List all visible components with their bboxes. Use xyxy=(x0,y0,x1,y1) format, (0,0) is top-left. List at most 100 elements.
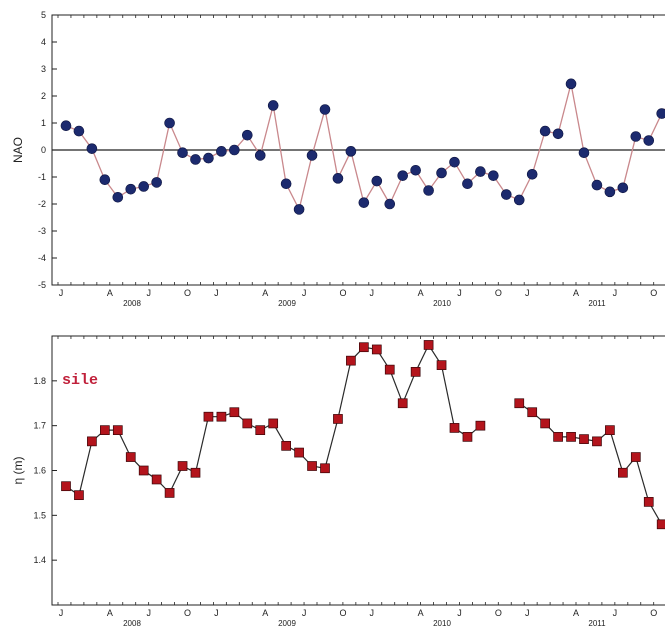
x-month-label: O xyxy=(650,288,657,298)
data-point xyxy=(540,418,551,429)
data-point xyxy=(553,432,563,442)
x-month-label: J xyxy=(146,608,151,618)
data-point xyxy=(617,467,628,478)
y-tick-label: 1.6 xyxy=(33,466,46,476)
x-month-label: O xyxy=(650,608,657,618)
data-point xyxy=(87,436,97,447)
y-tick-label: 0 xyxy=(41,145,46,155)
data-point xyxy=(177,461,188,471)
data-point xyxy=(267,100,279,111)
data-point xyxy=(604,186,616,198)
data-point xyxy=(73,125,85,137)
data-point xyxy=(125,183,137,195)
data-point xyxy=(190,467,201,478)
data-point xyxy=(345,146,357,157)
x-month-label: A xyxy=(107,608,113,618)
data-point xyxy=(190,154,201,165)
y-tick-label: 3 xyxy=(41,64,46,74)
x-month-label: A xyxy=(262,608,268,618)
y-tick-label: 1.5 xyxy=(33,510,46,520)
data-point xyxy=(332,173,344,184)
x-month-label: A xyxy=(573,288,579,298)
y-tick-label: -4 xyxy=(38,253,46,263)
data-point xyxy=(462,178,473,190)
data-point xyxy=(60,120,72,131)
data-point xyxy=(280,178,292,190)
data-point xyxy=(359,342,369,353)
data-point xyxy=(86,143,98,154)
data-point xyxy=(384,364,395,375)
x-month-label: J xyxy=(370,608,375,618)
data-point xyxy=(371,344,382,355)
data-point xyxy=(358,197,370,208)
data-point xyxy=(513,194,525,206)
sea-level-chart: 1.4 1.5 1.6 1.7 1.8 η (m) J A J O J A J O J A J O J A J O 2008… xyxy=(11,335,665,628)
x-month-label: J xyxy=(370,288,375,298)
data-point xyxy=(552,128,564,140)
y-tick-label: 1.4 xyxy=(33,555,46,565)
x-month-label: J xyxy=(146,288,151,298)
x-year-label: 2010 xyxy=(433,619,451,628)
data-point xyxy=(333,414,343,424)
data-point xyxy=(203,411,214,422)
data-point xyxy=(462,432,473,442)
x-month-label: J xyxy=(59,608,64,618)
data-point xyxy=(475,420,486,431)
data-point xyxy=(526,169,538,180)
data-point xyxy=(112,191,124,203)
data-point xyxy=(475,166,486,177)
y-tick-label: 5 xyxy=(41,10,46,20)
data-point xyxy=(307,461,317,471)
data-point xyxy=(229,144,240,156)
x-year-label: 2010 xyxy=(433,299,451,308)
series-line xyxy=(65,83,665,212)
x-year-label: 2011 xyxy=(588,619,606,628)
data-point xyxy=(566,432,576,442)
data-point xyxy=(229,407,240,418)
series xyxy=(60,78,665,215)
x-month-label: O xyxy=(339,288,346,298)
data-point xyxy=(242,129,253,141)
data-point xyxy=(423,340,434,350)
x-month-label: O xyxy=(495,288,502,298)
x-year-label: 2008 xyxy=(123,619,141,628)
data-point xyxy=(449,156,460,168)
y-tick-label: -3 xyxy=(38,226,46,236)
data-point xyxy=(591,179,603,191)
x-year-label: 2011 xyxy=(588,299,606,308)
x-month-label: J xyxy=(302,288,307,298)
data-point xyxy=(397,170,409,181)
data-point xyxy=(630,131,642,142)
nao-chart: -5 -4 -3 -2 -1 0 1 2 3 4 5 NAO J A J O J A J O J A J O J A J O 2008 2… xyxy=(11,10,665,308)
data-point xyxy=(112,425,123,435)
data-point xyxy=(61,481,71,492)
data-point xyxy=(164,488,175,498)
data-point xyxy=(125,452,136,462)
x-year-label: 2009 xyxy=(278,299,296,308)
x-month-label: J xyxy=(214,608,219,618)
data-point xyxy=(346,355,356,366)
data-point xyxy=(255,425,266,435)
x-month-label: J xyxy=(59,288,64,298)
x-month-label: J xyxy=(525,288,530,298)
x-month-label: O xyxy=(495,608,502,618)
data-point xyxy=(306,150,318,161)
data-point xyxy=(216,146,227,157)
data-point xyxy=(410,367,421,377)
x-month-label: A xyxy=(573,608,579,618)
y-tick-label: 1.7 xyxy=(33,421,46,431)
data-point xyxy=(500,189,512,200)
data-point xyxy=(216,411,227,422)
data-point xyxy=(656,108,665,119)
y-tick-label: 2 xyxy=(41,91,46,101)
data-point xyxy=(293,204,305,215)
data-point xyxy=(294,447,304,458)
data-point xyxy=(319,104,331,115)
data-point xyxy=(592,436,602,447)
data-point xyxy=(436,360,447,370)
data-point xyxy=(74,490,84,501)
data-point xyxy=(617,182,629,194)
data-point xyxy=(436,167,447,179)
data-point xyxy=(281,440,291,451)
x-month-label: A xyxy=(418,608,424,618)
